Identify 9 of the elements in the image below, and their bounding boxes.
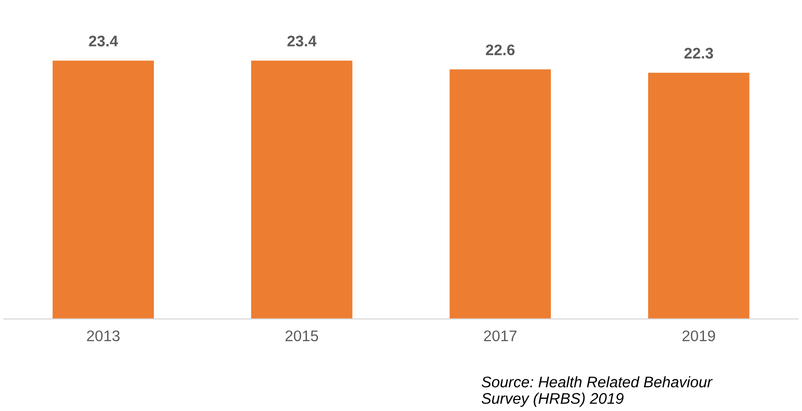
x-tick-label: 2019 (682, 330, 716, 342)
data-label: 22.6 (486, 44, 515, 56)
x-tick-label: 2015 (286, 330, 318, 342)
x-tick-label: 2013 (87, 330, 120, 342)
data-label: 23.4 (287, 36, 317, 46)
data-label: 23.4 (88, 36, 118, 46)
x-tick-label: 2017 (484, 330, 516, 342)
data-label: 22.3 (684, 48, 714, 59)
source-note: Source: Health Related Behaviour Survey (HRBS) 2019 (482, 376, 713, 407)
